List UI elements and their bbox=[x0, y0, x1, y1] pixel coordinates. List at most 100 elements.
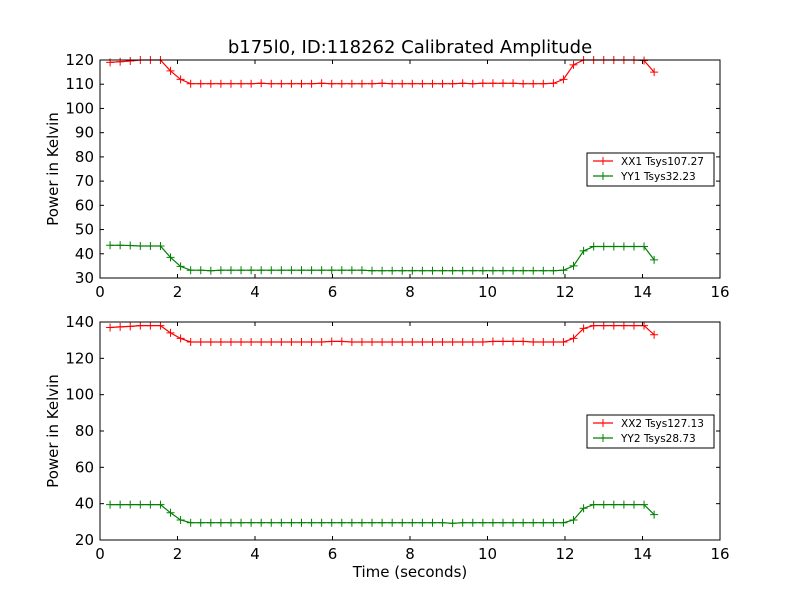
data-point bbox=[408, 266, 417, 275]
data-point bbox=[277, 518, 286, 527]
data-point bbox=[559, 518, 568, 527]
data-point bbox=[146, 500, 155, 509]
data-point bbox=[378, 337, 387, 346]
data-point bbox=[458, 518, 467, 527]
data-point bbox=[589, 242, 598, 251]
data-point bbox=[408, 337, 417, 346]
legend-box bbox=[586, 414, 715, 449]
data-point bbox=[650, 255, 659, 264]
y-tick-label: 100 bbox=[65, 99, 94, 117]
data-point bbox=[307, 79, 316, 88]
data-point bbox=[247, 266, 256, 275]
data-point bbox=[166, 328, 175, 337]
data-point bbox=[488, 518, 497, 527]
data-point bbox=[650, 330, 659, 339]
data-point bbox=[388, 79, 397, 88]
data-point bbox=[106, 500, 115, 509]
data-point bbox=[287, 337, 296, 346]
data-point bbox=[206, 518, 215, 527]
x-tick-label: 6 bbox=[328, 545, 338, 563]
data-point bbox=[529, 79, 538, 88]
data-point bbox=[247, 79, 256, 88]
x-tick-label: 12 bbox=[555, 283, 574, 301]
data-point bbox=[156, 500, 165, 509]
data-point bbox=[116, 322, 125, 331]
data-point bbox=[357, 518, 366, 527]
data-point bbox=[237, 266, 246, 275]
data-point bbox=[146, 321, 155, 330]
x-tick-label: 10 bbox=[478, 283, 497, 301]
data-point bbox=[398, 337, 407, 346]
data-point bbox=[629, 321, 638, 330]
x-tick-label: 2 bbox=[173, 545, 183, 563]
y-tick-label: 140 bbox=[65, 313, 94, 331]
data-point bbox=[398, 266, 407, 275]
data-point bbox=[368, 518, 377, 527]
data-point bbox=[287, 266, 296, 275]
data-point bbox=[136, 500, 145, 509]
data-point bbox=[287, 79, 296, 88]
data-point bbox=[499, 337, 507, 346]
data-point bbox=[448, 519, 457, 528]
data-point bbox=[307, 518, 316, 527]
y-axis-label: Power in Kelvin bbox=[44, 112, 62, 226]
data-point bbox=[569, 334, 578, 343]
data-point bbox=[488, 337, 497, 346]
x-tick-label: 4 bbox=[250, 283, 260, 301]
data-point bbox=[418, 337, 427, 346]
data-point bbox=[327, 337, 336, 346]
data-point bbox=[368, 337, 377, 346]
data-point bbox=[428, 518, 437, 527]
y-tick-label: 30 bbox=[75, 269, 94, 287]
data-point bbox=[206, 79, 215, 88]
data-point bbox=[176, 75, 185, 84]
y-tick-label: 80 bbox=[75, 148, 94, 166]
data-point bbox=[509, 266, 518, 275]
data-point bbox=[257, 266, 266, 275]
data-point bbox=[619, 500, 628, 509]
data-point bbox=[337, 266, 346, 275]
data-point bbox=[478, 518, 487, 527]
data-point bbox=[428, 79, 437, 88]
data-point bbox=[398, 79, 407, 88]
data-point bbox=[388, 266, 397, 275]
data-point bbox=[428, 266, 437, 275]
data-point bbox=[519, 79, 528, 88]
data-point bbox=[257, 337, 266, 346]
legend-entry-2: YY1 Tsys32.23 bbox=[620, 171, 696, 183]
data-point bbox=[337, 79, 346, 88]
data-point bbox=[519, 337, 528, 346]
top-panel: 0 2 4 6 8 10 12 14 16 30 40 50 60 70 80 90 100 110 120 Powe… bbox=[44, 51, 730, 301]
data-point bbox=[448, 266, 457, 275]
data-point bbox=[458, 79, 467, 88]
data-point bbox=[478, 266, 487, 275]
data-point bbox=[226, 266, 235, 275]
data-point bbox=[347, 79, 356, 88]
data-point bbox=[529, 337, 538, 346]
y-tick-label: 50 bbox=[75, 221, 94, 239]
data-point bbox=[106, 241, 115, 250]
x-tick-label: 6 bbox=[328, 283, 338, 301]
data-point bbox=[116, 57, 125, 66]
data-point bbox=[327, 518, 336, 527]
y-tick-label: 90 bbox=[75, 124, 94, 142]
data-point bbox=[196, 337, 205, 346]
data-point bbox=[297, 79, 306, 88]
data-point bbox=[408, 79, 417, 88]
x-tick-label: 16 bbox=[710, 545, 729, 563]
x-tick-label: 4 bbox=[250, 545, 260, 563]
data-point bbox=[277, 337, 286, 346]
data-point bbox=[438, 266, 447, 275]
data-point bbox=[418, 79, 427, 88]
data-point bbox=[539, 337, 548, 346]
data-point bbox=[539, 518, 548, 527]
data-point bbox=[166, 66, 175, 75]
data-point bbox=[176, 262, 185, 271]
data-point bbox=[499, 518, 507, 527]
data-point bbox=[378, 79, 387, 88]
data-point bbox=[317, 337, 326, 346]
data-point bbox=[287, 518, 296, 527]
data-point bbox=[226, 337, 235, 346]
legend-entry-1: XX1 Tsys107.27 bbox=[621, 156, 704, 168]
